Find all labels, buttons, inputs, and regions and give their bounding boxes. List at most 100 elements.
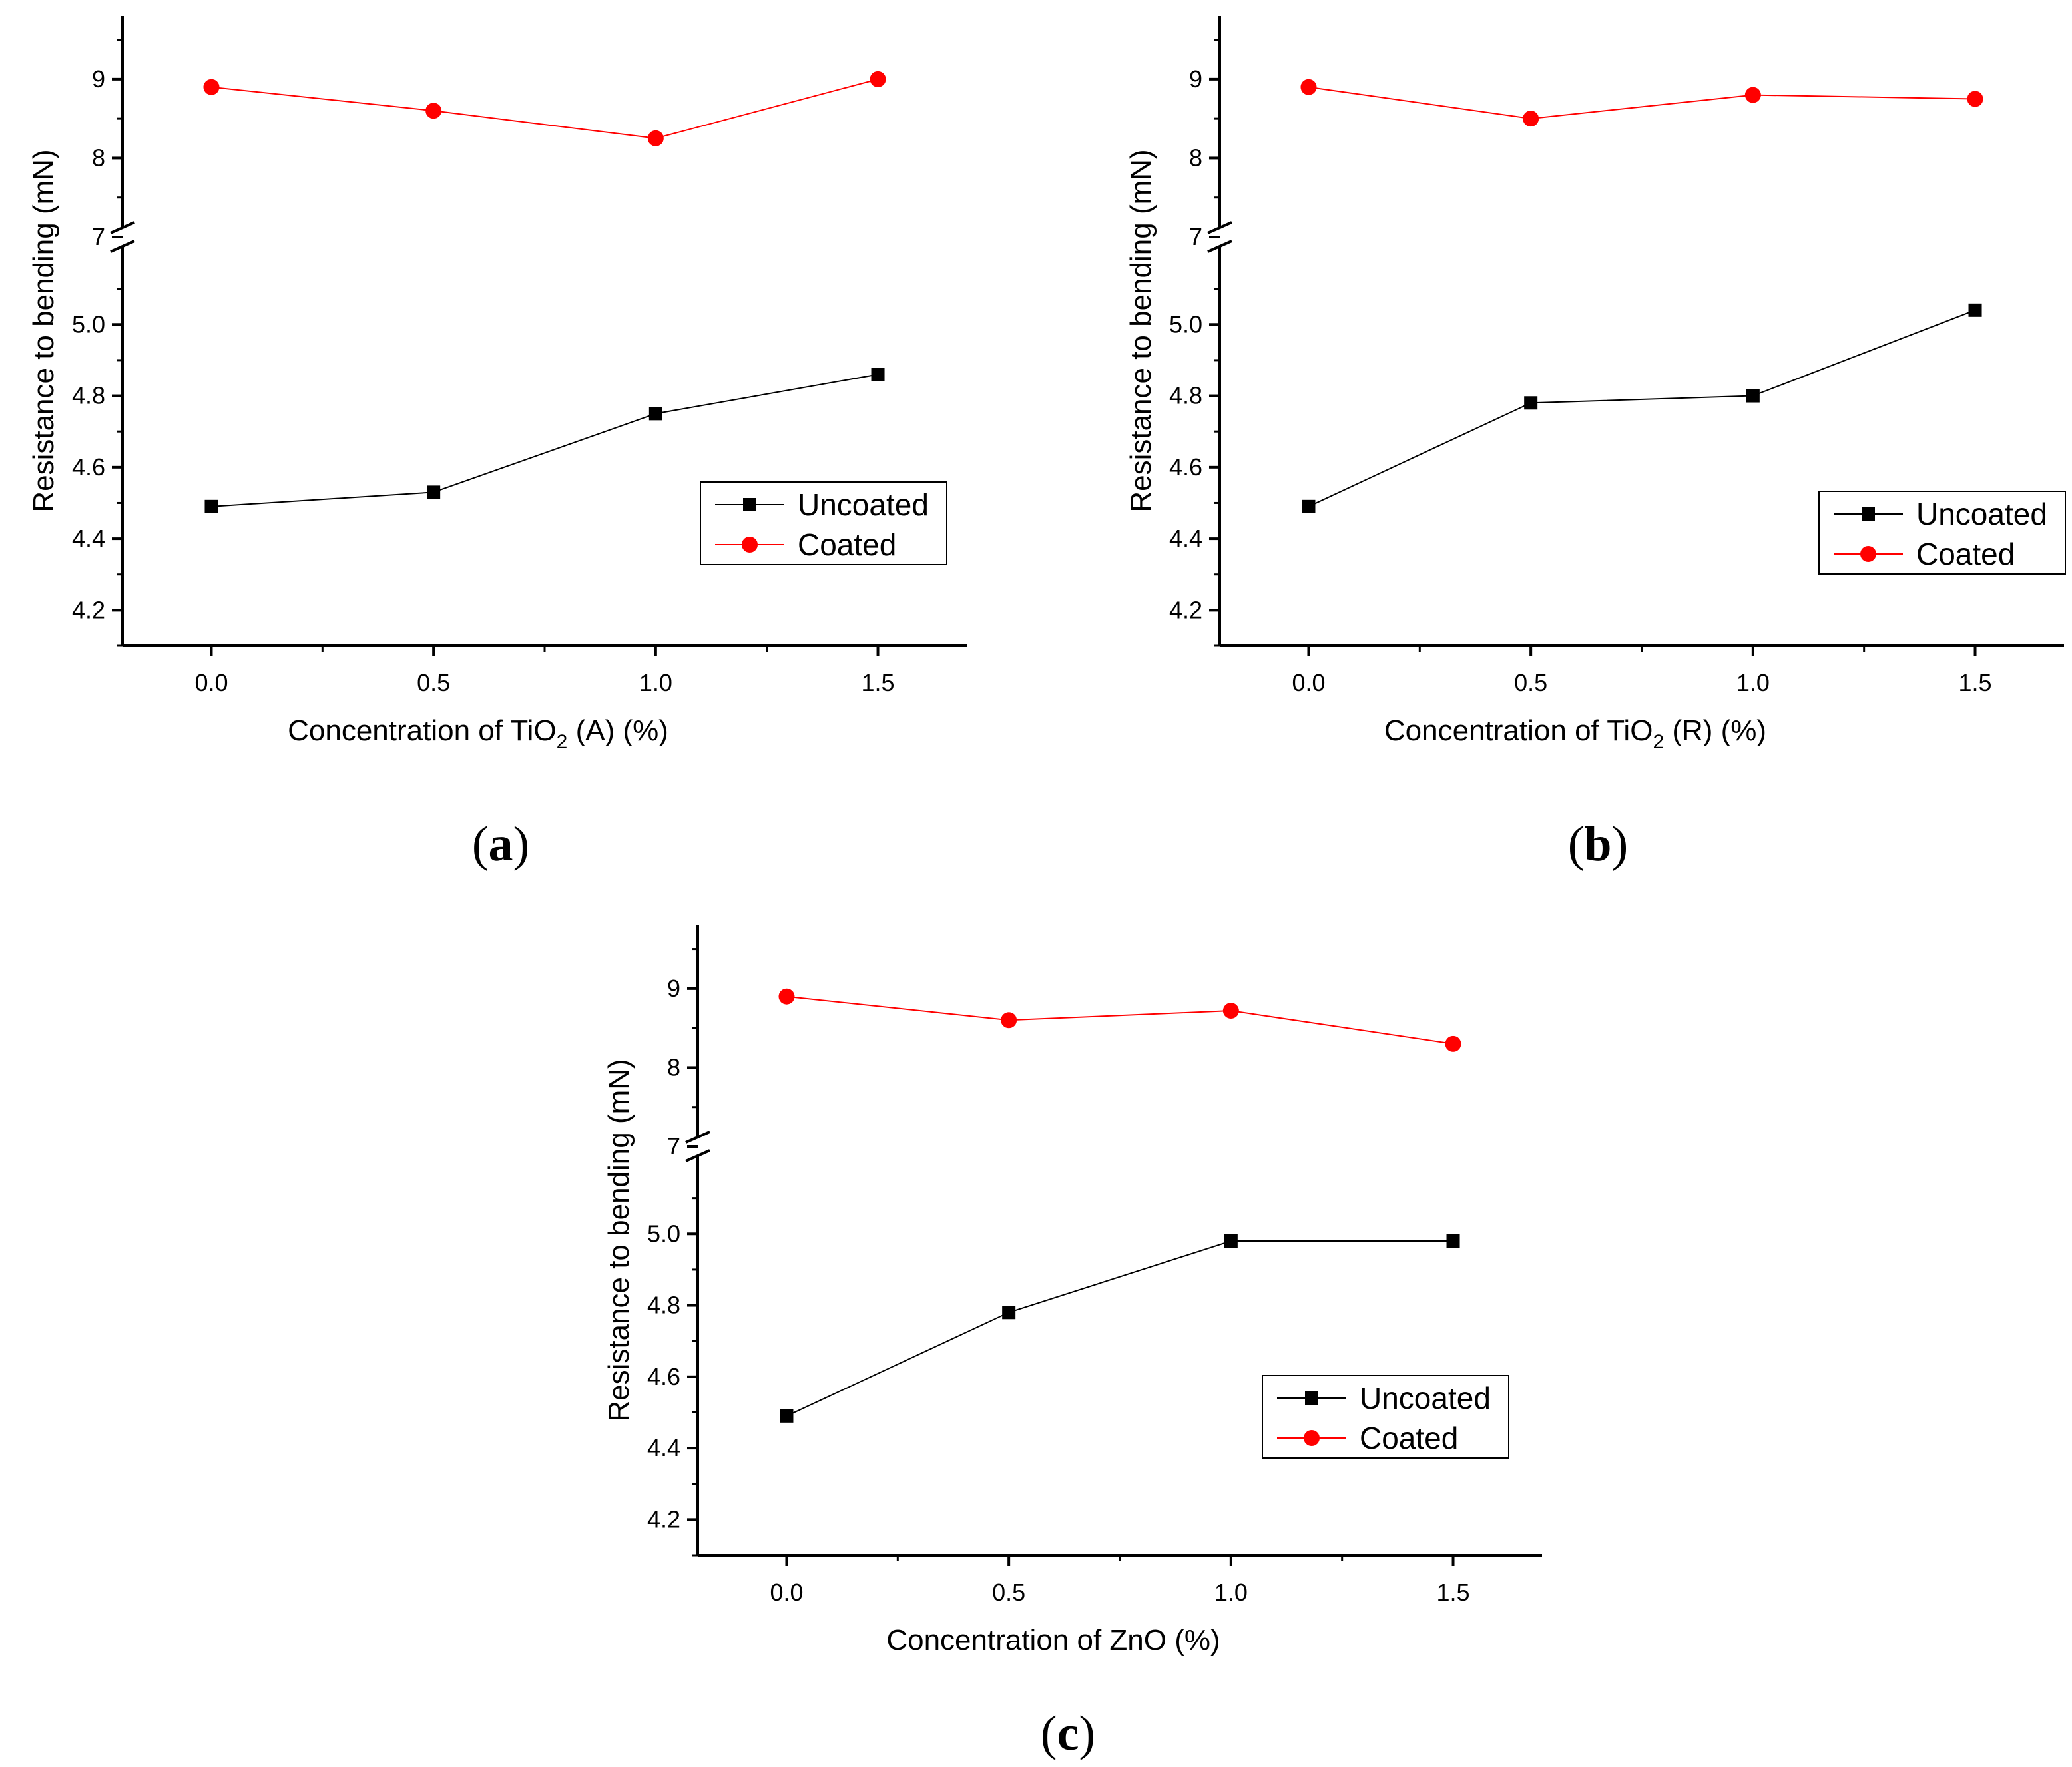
- data-point-uncoated: [1446, 1234, 1460, 1248]
- chart-panel-a: 4.2 4.4 4.6 4.8 5.0 7 8 9 0.0 0.5 1.0 1.5 Resistance…: [27, 16, 967, 872]
- x-axis-title: Concentration of ZnO (%): [886, 1624, 1220, 1656]
- series-line-coated: [211, 78, 878, 139]
- series-line-uncoated: [1308, 309, 1975, 507]
- data-point-uncoated: [1002, 1306, 1016, 1320]
- y-tick-label: 4.4: [72, 525, 105, 552]
- series-line-uncoated: [211, 374, 878, 507]
- x-tick-label: 1.5: [862, 669, 895, 696]
- legend-marker-coated: [1304, 1430, 1320, 1446]
- x-axis-title-main: Concentration of TiO: [288, 714, 557, 747]
- x-tick-label: 0.0: [770, 1579, 803, 1606]
- legend-marker-coated: [1860, 546, 1876, 562]
- panel-label-letter: a: [489, 817, 513, 872]
- x-tick-label: 0.5: [1514, 669, 1547, 696]
- series-line-coated: [786, 995, 1453, 1045]
- panel-label-letter: b: [1584, 817, 1611, 872]
- x-axis-title-suffix: (R) (%): [1664, 714, 1766, 747]
- axis-break-mark: [110, 240, 135, 253]
- x-tick-label: 0.0: [1292, 669, 1325, 696]
- panel-label-open: (: [472, 817, 489, 872]
- data-point-coated: [647, 130, 664, 146]
- y-tick-label: 8: [667, 1053, 680, 1081]
- panel-label-open: (: [1568, 817, 1585, 872]
- y-tick-label: 8: [1189, 144, 1202, 171]
- x-tick-label: 1.0: [639, 669, 672, 696]
- x-axis-title-suffix: (A) (%): [567, 714, 668, 747]
- data-point-uncoated: [1524, 396, 1538, 410]
- x-axis-title-subscript: 2: [1653, 731, 1664, 753]
- y-tick-label: 4.8: [72, 382, 105, 409]
- x-tick-label: 0.0: [194, 669, 228, 696]
- series-line-coated: [1308, 86, 1975, 120]
- y-tick-label: 9: [1189, 65, 1202, 93]
- chart-panel-c: 4.2 4.4 4.6 4.8 5.0 7 8 9 0.0 0.5 1.0 1.5 Resistance…: [603, 925, 1542, 1761]
- y-tick-label: 4.2: [1169, 596, 1202, 623]
- legend-label-coated: Coated: [1360, 1421, 1458, 1455]
- y-tick-label: 4.6: [647, 1363, 680, 1390]
- y-tick-label: 4.8: [647, 1292, 680, 1319]
- x-axis-title: Concentration of TiO2 (R) (%): [1384, 714, 1766, 753]
- y-axis-title: Resistance to bending (mN): [603, 1059, 635, 1421]
- axis-break-mark: [1207, 221, 1232, 234]
- x-tick-label: 1.0: [1214, 1579, 1248, 1606]
- legend: Uncoated Coated: [1262, 1375, 1509, 1459]
- panel-label: (c): [1041, 1706, 1095, 1761]
- legend-label-uncoated: Uncoated: [1916, 497, 2047, 531]
- data-point-uncoated: [648, 407, 662, 421]
- legend-marker-uncoated: [1862, 507, 1875, 521]
- y-tick-label: 4.8: [1169, 382, 1202, 409]
- y-tick-label: 4.6: [72, 453, 105, 481]
- legend-box: [1818, 491, 2066, 575]
- panel-label-close: ): [1079, 1706, 1095, 1761]
- x-tick-label: 1.5: [1959, 669, 1992, 696]
- y-tick-label: 5.0: [647, 1220, 680, 1247]
- legend: Uncoated Coated: [1818, 491, 2066, 575]
- data-point-coated: [203, 79, 220, 95]
- x-tick-label: 1.0: [1736, 669, 1770, 696]
- data-point-coated: [1967, 91, 1983, 107]
- x-tick-label: 0.5: [992, 1579, 1025, 1606]
- y-tick-label: 9: [92, 65, 105, 93]
- data-point-uncoated: [871, 368, 885, 381]
- x-axis-title-main: Concentration of TiO: [1384, 714, 1653, 747]
- legend-marker-coated: [742, 537, 758, 553]
- legend: Uncoated Coated: [700, 481, 947, 565]
- x-axis-title-main: Concentration of ZnO (%): [886, 1624, 1220, 1656]
- panel-label-close: ): [513, 817, 530, 872]
- x-axis-title-subscript: 2: [557, 731, 568, 753]
- y-tick-label: 4.2: [647, 1505, 680, 1533]
- y-tick-label: 9: [667, 975, 680, 1002]
- axis-break-mark: [110, 221, 135, 234]
- data-point-coated: [778, 988, 795, 1005]
- data-point-uncoated: [427, 485, 441, 499]
- legend-label-coated: Coated: [798, 527, 896, 562]
- data-point-uncoated: [1302, 499, 1316, 513]
- y-tick-label: 4.4: [1169, 525, 1202, 552]
- data-point-coated: [1445, 1035, 1461, 1052]
- data-point-coated: [1523, 111, 1539, 127]
- legend-marker-uncoated: [743, 498, 756, 511]
- data-point-uncoated: [1968, 303, 1982, 317]
- legend-marker-uncoated: [1305, 1391, 1318, 1405]
- axis-break-mark: [1207, 240, 1232, 253]
- y-tick-label: 4.2: [72, 596, 105, 623]
- y-axis-title: Resistance to bending (mN): [1125, 149, 1157, 512]
- panel-label-open: (: [1041, 1706, 1057, 1761]
- legend-box: [1262, 1375, 1509, 1459]
- legend-box: [700, 481, 947, 565]
- data-point-uncoated: [780, 1409, 794, 1423]
- y-tick-label: 4.6: [1169, 453, 1202, 481]
- series-line-uncoated: [786, 1240, 1453, 1417]
- y-tick-label: 5.0: [72, 310, 105, 338]
- data-point-coated: [1300, 79, 1317, 95]
- data-point-uncoated: [1746, 389, 1760, 403]
- y-axis-title: Resistance to bending (mN): [27, 149, 60, 512]
- legend-label-coated: Coated: [1916, 537, 2015, 571]
- panel-label-close: ): [1612, 817, 1629, 872]
- data-point-coated: [1001, 1012, 1017, 1029]
- axis-break-mark: [685, 1149, 710, 1162]
- legend-label-uncoated: Uncoated: [798, 487, 929, 522]
- data-point-uncoated: [1224, 1234, 1238, 1248]
- x-axis-title: Concentration of TiO2 (A) (%): [288, 714, 668, 753]
